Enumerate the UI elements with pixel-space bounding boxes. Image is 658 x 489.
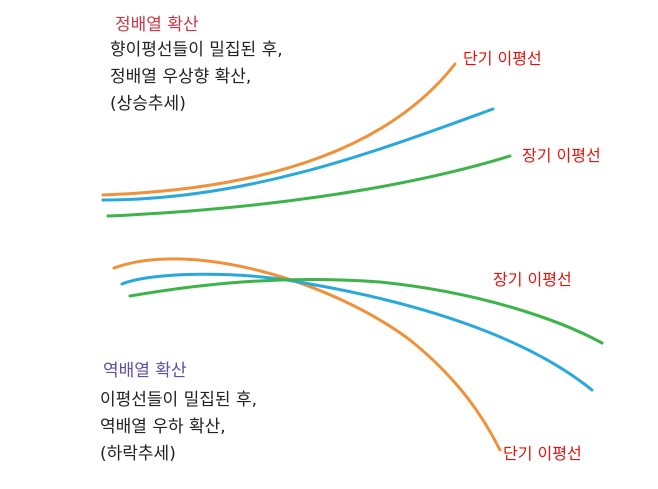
top-description-line-2: 정배열 우상향 확산, — [110, 67, 252, 87]
top-title: 정배열 확산 — [115, 15, 199, 35]
bottom-short-ma-line — [112, 257, 502, 452]
top-short-ma-line — [101, 62, 457, 197]
top-description-line-1: 향이평선들이 밀집된 후, — [110, 40, 283, 60]
top-long-ma-label: 장기 이평선 — [522, 146, 601, 165]
top-long-ma-line — [106, 154, 512, 218]
top-mid-ma-line — [101, 107, 495, 202]
top-description-line-3: (상승추세) — [110, 94, 186, 114]
bottom-title: 역배열 확산 — [103, 361, 187, 381]
top-short-ma-label: 단기 이평선 — [463, 49, 542, 68]
bottom-description-line-1: 이평선들이 밀집된 후, — [100, 390, 257, 410]
bottom-description-line-3: (하락추세) — [100, 444, 176, 464]
bottom-long-ma-line — [128, 278, 604, 345]
bottom-short-ma-label: 단기 이평선 — [503, 444, 582, 463]
bottom-mid-ma-line — [120, 272, 594, 392]
bottom-long-ma-label: 장기 이평선 — [493, 270, 572, 289]
bottom-description-line-2: 역배열 우하 확산, — [100, 417, 226, 437]
